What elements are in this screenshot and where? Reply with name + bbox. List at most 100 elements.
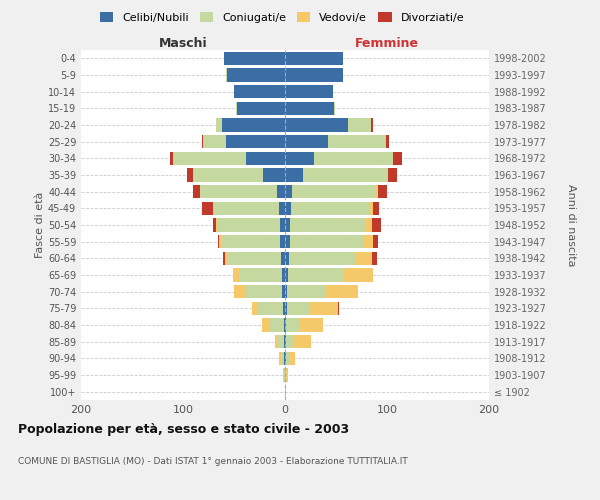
Bar — [246, 285, 282, 298]
Bar — [200, 185, 277, 198]
Bar — [372, 252, 377, 265]
Bar — [285, 202, 291, 215]
Bar — [173, 152, 246, 165]
Bar — [215, 218, 217, 232]
Bar — [279, 352, 281, 365]
Bar — [284, 352, 285, 365]
Bar — [328, 135, 386, 148]
Bar — [282, 268, 285, 281]
Bar — [371, 118, 373, 132]
Bar — [372, 218, 381, 232]
Legend: Celibi/Nubili, Coniugati/e, Vedovi/e, Divorziati/e: Celibi/Nubili, Coniugati/e, Vedovi/e, Di… — [95, 8, 469, 28]
Bar — [288, 268, 344, 281]
Bar — [338, 302, 339, 315]
Bar — [285, 285, 287, 298]
Bar — [285, 268, 288, 281]
Bar — [286, 335, 294, 348]
Bar — [388, 168, 397, 181]
Bar — [263, 168, 285, 181]
Bar — [253, 302, 259, 315]
Y-axis label: Fasce di età: Fasce di età — [35, 192, 45, 258]
Bar — [237, 102, 285, 115]
Bar — [283, 302, 285, 315]
Bar — [285, 385, 286, 398]
Bar — [285, 68, 343, 82]
Bar — [285, 185, 292, 198]
Bar — [280, 218, 285, 232]
Bar — [281, 252, 285, 265]
Bar — [239, 268, 282, 281]
Bar — [365, 218, 372, 232]
Bar — [285, 352, 286, 365]
Bar — [285, 102, 334, 115]
Bar — [202, 202, 212, 215]
Bar — [282, 285, 285, 298]
Bar — [187, 168, 193, 181]
Bar — [287, 285, 326, 298]
Bar — [275, 335, 278, 348]
Bar — [217, 218, 280, 232]
Text: Maschi: Maschi — [158, 37, 208, 50]
Bar — [234, 85, 285, 98]
Bar — [286, 368, 288, 382]
Bar — [292, 185, 376, 198]
Bar — [294, 335, 311, 348]
Bar — [281, 352, 284, 365]
Bar — [218, 235, 219, 248]
Bar — [224, 52, 285, 65]
Bar — [285, 368, 286, 382]
Bar — [285, 318, 286, 332]
Bar — [236, 102, 237, 115]
Bar — [226, 68, 227, 82]
Bar — [227, 68, 285, 82]
Bar — [326, 285, 358, 298]
Bar — [259, 302, 283, 315]
Bar — [283, 368, 284, 382]
Bar — [285, 118, 348, 132]
Bar — [310, 302, 338, 315]
Bar — [373, 202, 379, 215]
Bar — [215, 118, 222, 132]
Bar — [368, 202, 373, 215]
Bar — [386, 135, 389, 148]
Bar — [285, 218, 290, 232]
Bar — [262, 318, 270, 332]
Bar — [203, 135, 226, 148]
Bar — [289, 352, 295, 365]
Bar — [212, 218, 215, 232]
Bar — [277, 185, 285, 198]
Bar — [290, 235, 364, 248]
Bar — [304, 168, 387, 181]
Text: COMUNE DI BASTIGLIA (MO) - Dati ISTAT 1° gennaio 2003 - Elaborazione TUTTITALIA.: COMUNE DI BASTIGLIA (MO) - Dati ISTAT 1°… — [18, 458, 408, 466]
Bar — [284, 368, 285, 382]
Bar — [228, 252, 281, 265]
Bar — [393, 152, 403, 165]
Bar — [364, 235, 373, 248]
Bar — [344, 268, 373, 281]
Bar — [301, 318, 323, 332]
Bar — [270, 318, 284, 332]
Bar — [222, 118, 285, 132]
Bar — [373, 235, 378, 248]
Bar — [376, 185, 378, 198]
Bar — [285, 52, 343, 65]
Bar — [212, 202, 279, 215]
Bar — [284, 318, 285, 332]
Bar — [279, 202, 285, 215]
Bar — [348, 118, 371, 132]
Bar — [285, 335, 286, 348]
Bar — [355, 252, 372, 265]
Bar — [286, 318, 301, 332]
Bar — [284, 335, 285, 348]
Bar — [285, 135, 328, 148]
Bar — [219, 235, 221, 248]
Bar — [226, 135, 285, 148]
Bar — [289, 252, 355, 265]
Bar — [334, 102, 335, 115]
Bar — [314, 152, 393, 165]
Bar — [278, 335, 284, 348]
Bar — [233, 268, 239, 281]
Bar — [285, 302, 287, 315]
Bar — [290, 218, 365, 232]
Bar — [285, 152, 314, 165]
